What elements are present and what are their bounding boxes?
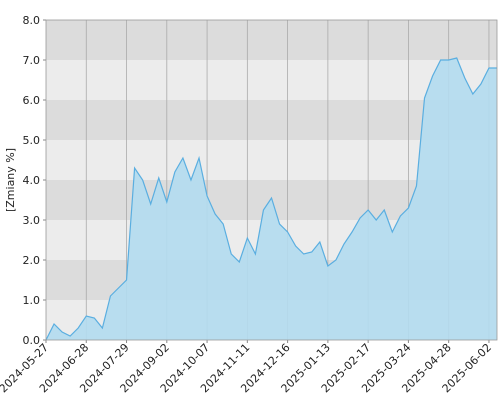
y-tick-label: 2.0 <box>23 254 41 267</box>
grid-band <box>46 20 497 60</box>
y-tick-label: 1.0 <box>23 294 41 307</box>
grid-band <box>46 60 497 100</box>
y-tick-label: 4.0 <box>23 174 41 187</box>
y-tick-label: 5.0 <box>23 134 41 147</box>
y-tick-label: 6.0 <box>23 94 41 107</box>
y-tick-label: 7.0 <box>23 54 41 67</box>
y-axis-label: [Zmiany %] <box>4 148 17 212</box>
plot-frame <box>45 19 498 341</box>
y-tick-label: 0.0 <box>23 334 41 347</box>
y-tick-label: 3.0 <box>23 214 41 227</box>
y-tick-label: 8.0 <box>23 14 41 27</box>
area-line <box>45 57 497 341</box>
